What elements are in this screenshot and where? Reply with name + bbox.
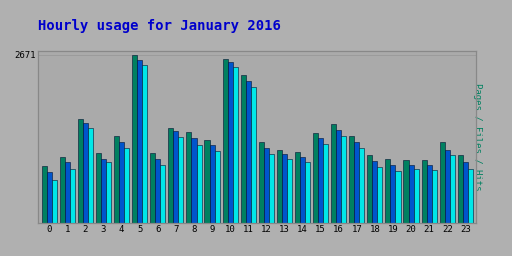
Bar (70, 169, 75, 223)
Bar (359, 148, 365, 223)
Bar (142, 65, 147, 223)
Bar (259, 142, 264, 223)
Bar (168, 128, 174, 223)
Bar (269, 154, 274, 223)
Y-axis label: Pages / Files / Hits: Pages / Files / Hits (473, 83, 482, 191)
Bar (83, 123, 88, 223)
Bar (377, 167, 382, 223)
Bar (114, 136, 119, 223)
Bar (414, 169, 419, 223)
Bar (318, 138, 323, 223)
Bar (463, 162, 468, 223)
Bar (395, 171, 400, 223)
Bar (52, 180, 57, 223)
Bar (186, 132, 191, 223)
Bar (287, 159, 292, 223)
Bar (215, 151, 220, 223)
Bar (155, 159, 160, 223)
Bar (403, 160, 409, 223)
Bar (160, 165, 165, 223)
Bar (282, 154, 287, 223)
Bar (313, 133, 318, 223)
Bar (47, 172, 52, 223)
Bar (367, 155, 372, 223)
Bar (458, 155, 463, 223)
Bar (331, 124, 336, 223)
Bar (150, 153, 155, 223)
Bar (78, 119, 83, 223)
Bar (409, 165, 414, 223)
Bar (101, 158, 106, 223)
Bar (191, 138, 197, 223)
Bar (323, 144, 328, 223)
Bar (223, 59, 228, 223)
Bar (336, 130, 341, 223)
Bar (232, 67, 238, 223)
Bar (354, 142, 359, 223)
Bar (295, 152, 300, 223)
Bar (432, 170, 437, 223)
Bar (209, 145, 215, 223)
Bar (106, 162, 111, 223)
Bar (391, 165, 395, 223)
Bar (251, 87, 256, 223)
Bar (178, 137, 183, 223)
Bar (277, 150, 282, 223)
Bar (440, 142, 445, 223)
Bar (228, 61, 232, 223)
Text: Hourly usage for January 2016: Hourly usage for January 2016 (38, 19, 281, 33)
Bar (241, 75, 246, 223)
Bar (174, 131, 178, 223)
Bar (96, 153, 101, 223)
Bar (421, 160, 426, 223)
Bar (450, 155, 455, 223)
Bar (124, 148, 129, 223)
Bar (386, 159, 391, 223)
Bar (132, 55, 137, 223)
Bar (300, 157, 305, 223)
Bar (197, 145, 202, 223)
Bar (468, 169, 473, 223)
Bar (137, 60, 142, 223)
Bar (341, 136, 346, 223)
Bar (88, 128, 93, 223)
Bar (349, 136, 354, 223)
Bar (60, 157, 65, 223)
Bar (426, 165, 432, 223)
Bar (264, 148, 269, 223)
Bar (246, 81, 251, 223)
Bar (65, 162, 70, 223)
Bar (119, 142, 124, 223)
Bar (372, 161, 377, 223)
Bar (204, 140, 209, 223)
Bar (305, 162, 310, 223)
Bar (445, 150, 450, 223)
Bar (41, 166, 47, 223)
